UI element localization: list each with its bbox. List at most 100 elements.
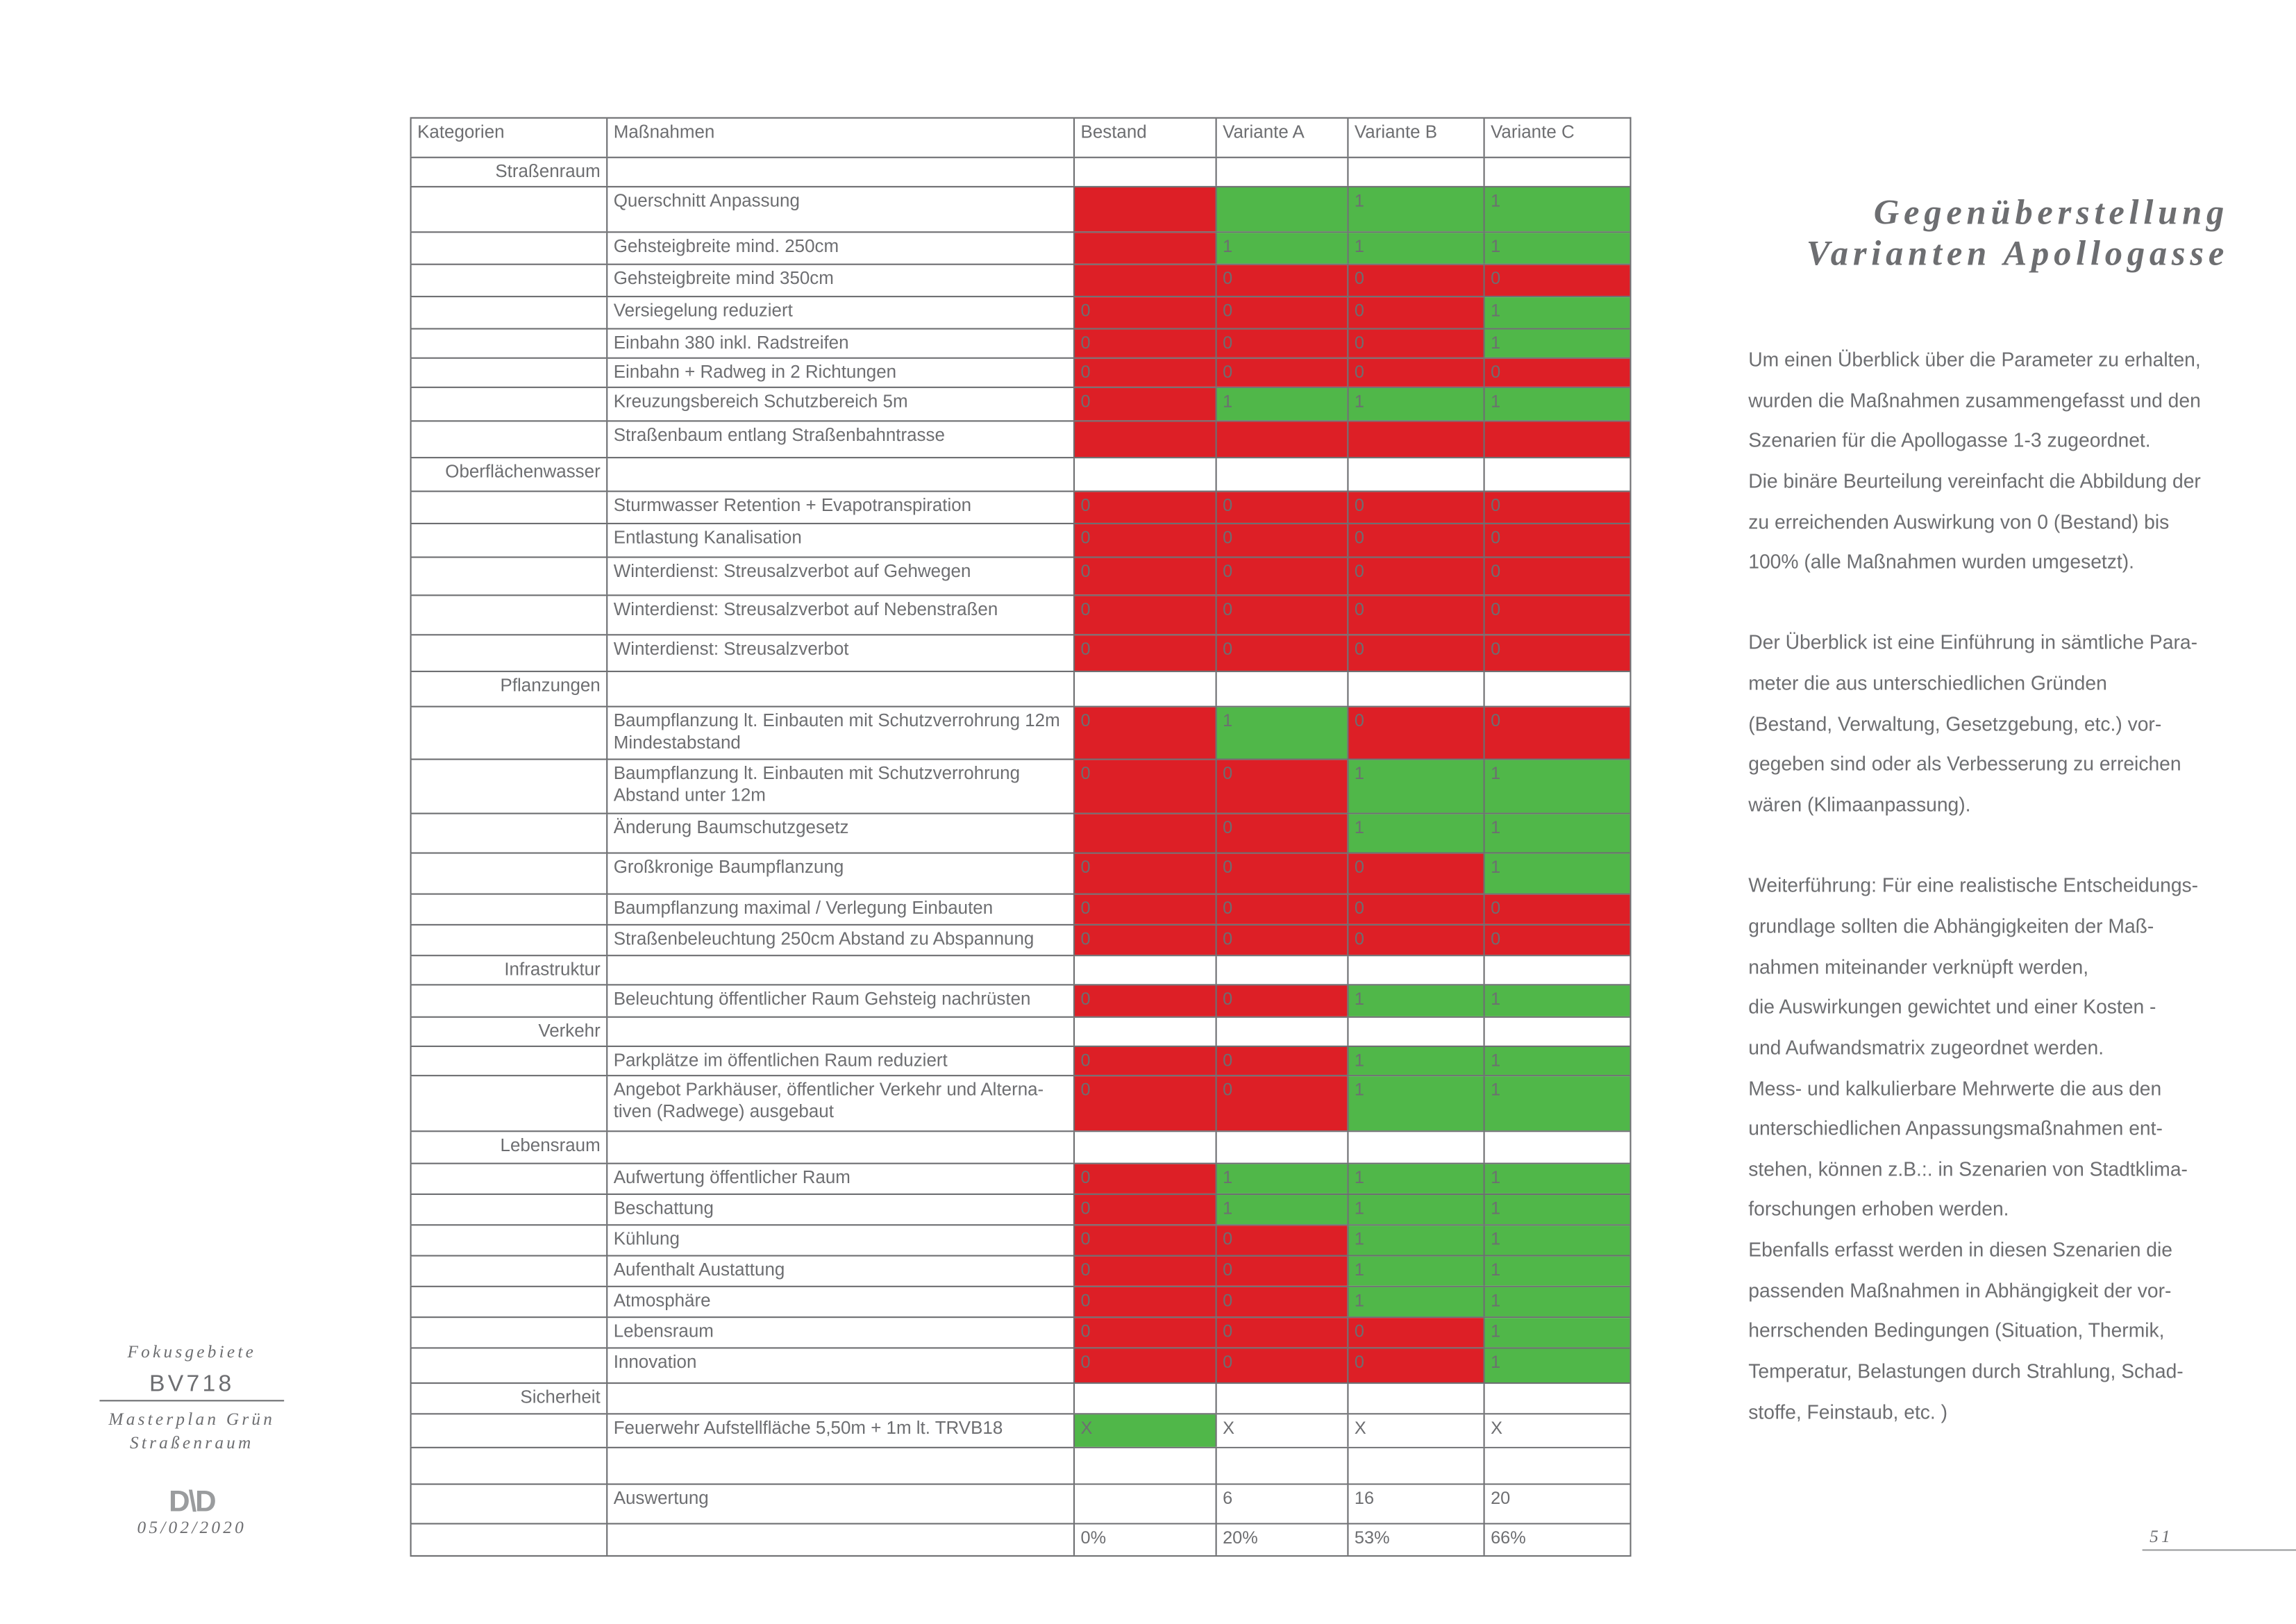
subtitle-line-2: Straßenraum [129,1432,254,1453]
table-row: Einbahn + Radweg in 2 Richtungen 0 0 0 0 [410,358,1630,388]
table-row: Lebensraum 0 0 0 1 [410,1318,1630,1349]
measure-label: Winterdienst: Streusalzverbot auf Nebens… [606,596,1073,635]
table-row: Kühlung 0 0 1 1 [410,1225,1630,1257]
rating-cell: 20% [1215,1524,1348,1555]
category-cell [410,1287,607,1317]
rating-cell [1483,421,1630,458]
rating-cell: 1 [1483,814,1630,853]
rating-cell: 0% [1073,1524,1216,1555]
rating-cell: 1 [1347,760,1484,813]
rating-cell: 0 [1073,1348,1216,1382]
rating-cell: 0 [1215,760,1348,813]
category-cell [410,265,607,296]
text-line: gegeben sind oder als Verbesserung zu er… [1748,753,2181,776]
rating-cell: 1 [1347,814,1484,853]
text-line: Szenarien für die Apollogasse 1-3 zugeor… [1748,429,2151,452]
rating-cell: 0 [1347,297,1484,328]
table-row: Winterdienst: Streusalzverbot auf Nebens… [410,596,1630,636]
rating-cell [1073,233,1216,264]
rating-cell: 0 [1215,1225,1348,1255]
text-line: nahmen miteinander verknüpft werden, [1748,955,2089,978]
measure-label: Angebot Parkhäuser, öffentlicher Verkehr… [606,1076,1073,1131]
measure-cell [606,956,1073,985]
text-line: und Aufwandsmatrix zugeordnet werden. [1748,1037,2104,1059]
table-row: Feuerwehr Aufstellfläche 5,50m + 1m lt. … [410,1414,1630,1448]
rating-cell [1483,1448,1630,1484]
category-cell [410,1047,607,1075]
rating-cell: 1 [1483,853,1630,894]
table-row: Parkplätze im öffentlichen Raum reduzier… [410,1047,1630,1077]
rating-cell: 0 [1073,329,1216,358]
rating-cell: 0 [1073,1047,1216,1075]
empty-cell [1347,458,1483,491]
rating-cell: 0 [1215,1318,1348,1348]
table-row: Angebot Parkhäuser, öffentlicher Verkehr… [410,1076,1630,1132]
rating-cell: 1 [1215,233,1348,264]
category-cell [410,814,607,853]
table-row: Großkronige Baumpflanzung 0 0 0 1 [410,853,1630,895]
table-row: Beleuchtung öffentlicher Raum Gehsteig n… [410,985,1630,1018]
text-line: grundlage sollten die Abhängigkeiten der… [1748,915,2154,937]
rating-cell: 0 [1215,265,1348,296]
rating-cell: 0 [1073,894,1216,924]
rating-cell: 1 [1483,1318,1630,1348]
rating-cell: 0 [1483,596,1630,635]
table-row: Innovation 0 0 0 1 [410,1348,1630,1384]
subtitle-line-1: Masterplan Grün [108,1408,276,1430]
category-cell [410,1524,607,1555]
page-title: Gegenüberstellung Varianten Apollogasse [1807,193,2229,275]
empty-cell [1483,1384,1630,1414]
table-row: Aufenthalt Austattung 0 0 1 1 [410,1256,1630,1287]
rating-cell [1073,1448,1216,1484]
rating-cell: 6 [1215,1484,1348,1523]
measure-label: Sturmwasser Retention + Evapotranspirati… [606,492,1073,523]
empty-cell [1347,672,1483,706]
empty-cell [1347,1132,1483,1163]
rating-cell: 0 [1073,596,1216,635]
category-cell [410,760,607,813]
rating-cell: 0 [1215,925,1348,955]
rating-cell: 0 [1215,492,1348,523]
category-cell [410,329,607,358]
rating-cell: 0 [1483,492,1630,523]
measure-label: Innovation [606,1348,1073,1382]
measure-label: Aufenthalt Austattung [606,1256,1073,1286]
table-row: 0% 20% 53% 66% [410,1524,1630,1557]
rating-cell: 0 [1347,1318,1484,1348]
rating-cell [1347,421,1484,458]
empty-cell [1215,158,1348,186]
rating-cell: 0 [1215,1047,1348,1075]
category-cell [410,853,607,894]
rating-cell: 0 [1073,925,1216,955]
rating-cell: 0 [1073,1287,1216,1317]
header-massnahmen: Maßnahmen [606,118,1073,157]
measure-label: Atmosphäre [606,1287,1073,1317]
rating-cell: 1 [1483,1287,1630,1317]
rating-cell: 0 [1073,297,1216,328]
rating-cell: 1 [1483,1076,1630,1131]
empty-cell [1073,1384,1216,1414]
text-line: Ebenfalls erfasst werden in diesen Szena… [1748,1239,2172,1262]
rating-cell: 0 [1347,265,1484,296]
header-variante-b: Variante B [1347,118,1483,157]
rating-cell: 0 [1215,358,1348,387]
rating-cell: 0 [1215,1256,1348,1286]
table-row: Auswertung 6 16 20 [410,1484,1630,1525]
category-cell [410,297,607,328]
text-line: Weiterführung: Für eine realistische Ent… [1748,874,2199,897]
rating-cell: 0 [1347,1348,1484,1382]
header-bestand: Bestand [1073,118,1216,157]
category-cell [410,1256,607,1286]
measure-label: Entlastung Kanalisation [606,524,1073,557]
page-number: 51 [2142,1526,2296,1551]
variants-comparison-table: Kategorien Maßnahmen Bestand Variante A … [410,117,1632,1557]
rating-cell: 0 [1215,1348,1348,1382]
rating-cell: 1 [1483,387,1630,421]
empty-cell [1073,956,1216,985]
project-code: BV718 [99,1372,285,1402]
rating-cell: 0 [1073,558,1216,595]
measure-label: Baumpflanzung maximal / Verlegung Einbau… [606,894,1073,924]
table-row: Winterdienst: Streusalzverbot 0 0 0 0 [410,635,1630,673]
rating-cell: 0 [1347,492,1484,523]
description-text: Um einen Überblick über die Parameter zu… [1748,340,2201,1432]
